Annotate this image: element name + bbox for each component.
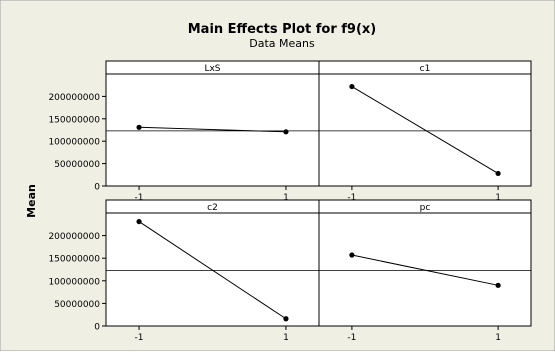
panel-area: [318, 60, 532, 187]
panels-group: 050000000100000000150000000200000000LxS-…: [48, 60, 532, 343]
y-tick-label: 0: [94, 183, 100, 193]
chart-title: Main Effects Plot for f9(x): [188, 22, 377, 37]
panel-strip: [318, 60, 532, 75]
y-tick-label: 0: [94, 323, 100, 333]
x-tick-label: -1: [135, 193, 144, 203]
y-tick-label: 200000000: [48, 232, 100, 242]
y-tick-label: 150000000: [48, 255, 100, 265]
y-tick-label: 150000000: [48, 115, 100, 125]
y-axis-label: Mean: [25, 184, 38, 218]
y-tick-label: 50000000: [54, 160, 100, 170]
x-tick-label: -1: [347, 333, 356, 343]
x-tick-label: -1: [347, 193, 356, 203]
data-point: [349, 83, 355, 90]
data-point: [136, 124, 142, 130]
series-line-c1: [351, 86, 499, 174]
x-tick-label: 1: [283, 333, 289, 343]
data-point: [283, 129, 289, 135]
panel-title-pc: pc: [420, 203, 431, 213]
panel-area: [105, 199, 320, 327]
series-line-c2: [138, 221, 287, 320]
x-tick-label: 1: [495, 193, 501, 203]
data-point: [495, 282, 501, 288]
x-tick-label: 1: [495, 333, 501, 343]
data-point: [283, 316, 289, 322]
series-line-lxs: [139, 126, 286, 133]
data-point: [349, 252, 355, 258]
series-line-pc: [351, 254, 499, 286]
x-tick-label: 1: [283, 193, 289, 203]
y-tick-label: 100000000: [48, 277, 100, 287]
x-tick-label: -1: [135, 333, 144, 343]
y-tick-label: 50000000: [54, 300, 100, 310]
panel-area: [318, 199, 532, 327]
panel-title-lxs: LxS: [204, 64, 220, 74]
panel-strip: [318, 199, 532, 214]
chart-subtitle: Data Means: [249, 37, 315, 50]
data-point: [495, 170, 501, 177]
panel-title-c1: c1: [420, 64, 431, 74]
data-point: [136, 218, 142, 225]
panel-title-c2: c2: [207, 203, 218, 213]
y-tick-label: 200000000: [48, 93, 100, 103]
panel-area: [105, 60, 320, 187]
y-tick-label: 100000000: [48, 138, 100, 148]
